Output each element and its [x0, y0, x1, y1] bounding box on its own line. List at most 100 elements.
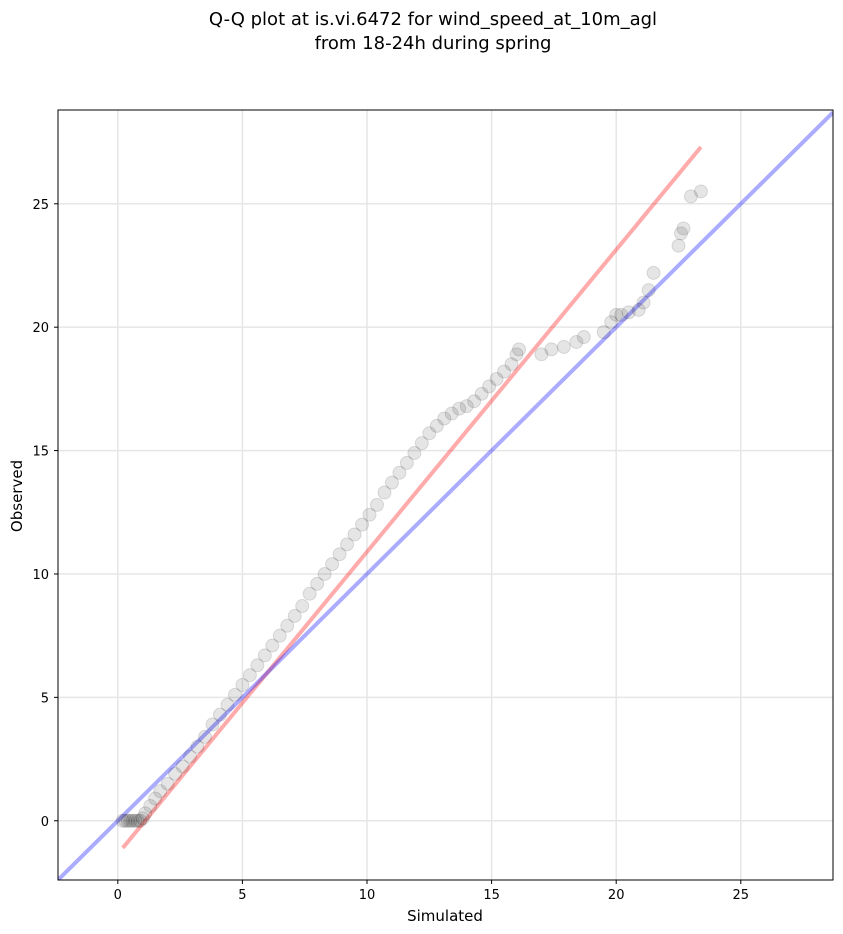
data-point [369, 497, 384, 512]
data-point [340, 537, 355, 552]
data-point [459, 399, 474, 414]
data-point [444, 406, 459, 421]
data-point [509, 347, 524, 362]
data-point [452, 401, 467, 416]
data-point [220, 697, 235, 712]
data-point [422, 426, 437, 441]
data-point [257, 648, 272, 663]
data-point [609, 307, 624, 322]
data-point [235, 678, 250, 693]
data-point [414, 436, 429, 451]
identity-line [58, 111, 833, 880]
chart-title-line-1: Q-Q plot at is.vi.6472 for wind_speed_at… [209, 9, 657, 30]
data-point [377, 485, 392, 500]
data-point [302, 586, 317, 601]
data-point [183, 749, 198, 764]
y-tick-label: 15 [32, 445, 49, 460]
data-point [118, 813, 133, 828]
grid-lines [58, 110, 833, 880]
data-point [569, 334, 584, 349]
data-point [355, 517, 370, 532]
data-point [250, 658, 265, 673]
data-point [130, 813, 145, 828]
data-point [148, 791, 163, 806]
data-point [272, 628, 287, 643]
plot-frame [57, 109, 834, 881]
x-axis-label: Simulated [407, 907, 483, 925]
data-point [317, 566, 332, 581]
x-tick-label: 15 [483, 888, 500, 903]
data-point [407, 446, 422, 461]
data-point [125, 813, 140, 828]
data-point [636, 295, 651, 310]
data-point [280, 618, 295, 633]
data-point [673, 226, 688, 241]
identity-line-layer [58, 111, 833, 880]
data-point [683, 189, 698, 204]
y-tick-label: 0 [41, 815, 49, 830]
data-point [497, 364, 512, 379]
data-point [325, 557, 340, 572]
data-point [242, 668, 257, 683]
data-point [168, 766, 183, 781]
x-tick-label: 20 [608, 888, 625, 903]
data-point [287, 608, 302, 623]
data-point [646, 265, 661, 280]
data-point [160, 776, 175, 791]
data-point [576, 330, 591, 345]
x-tick-label: 10 [359, 888, 376, 903]
data-point [227, 687, 242, 702]
data-point [504, 357, 519, 372]
data-point [596, 325, 611, 340]
data-point [676, 221, 691, 236]
x-tick-label: 5 [238, 888, 246, 903]
data-point [693, 184, 708, 199]
x-tick-label: 25 [733, 888, 750, 903]
data-point [534, 347, 549, 362]
data-point [120, 813, 135, 828]
data-point [143, 798, 158, 813]
y-axis-ticks: 0 5 10 15 20 25 [32, 198, 58, 830]
data-point [190, 739, 205, 754]
data-point [437, 411, 452, 426]
data-point [115, 813, 130, 828]
data-point [332, 547, 347, 562]
data-point [556, 339, 571, 354]
data-point [474, 386, 489, 401]
data-point [489, 372, 504, 387]
x-tick-label: 0 [114, 888, 122, 903]
x-axis-ticks: 0 5 10 15 20 25 [114, 880, 749, 903]
data-point [631, 302, 646, 317]
data-point [128, 813, 143, 828]
y-tick-label: 10 [32, 568, 49, 583]
data-point [347, 527, 362, 542]
y-tick-label: 25 [32, 198, 49, 213]
y-tick-label: 5 [41, 691, 49, 706]
data-point [265, 638, 280, 653]
data-point [212, 707, 227, 722]
data-point [384, 475, 399, 490]
y-axis-label: Observed [8, 460, 26, 532]
data-point [621, 305, 636, 320]
data-point [482, 379, 497, 394]
data-point [544, 342, 559, 357]
data-point [467, 394, 482, 409]
data-point [362, 507, 377, 522]
data-point [614, 307, 629, 322]
data-point [175, 759, 190, 774]
data-point [392, 465, 407, 480]
data-point [123, 813, 138, 828]
data-point [138, 806, 153, 821]
data-point [133, 813, 148, 828]
data-point [399, 455, 414, 470]
data-point [295, 599, 310, 614]
data-point [429, 418, 444, 433]
chart-title-line-2: from 18-24h during spring [315, 33, 552, 54]
data-point [604, 315, 619, 330]
data-point [671, 238, 686, 253]
points-layer [115, 184, 708, 828]
data-point [198, 729, 213, 744]
fit-line-layer [121, 145, 703, 850]
